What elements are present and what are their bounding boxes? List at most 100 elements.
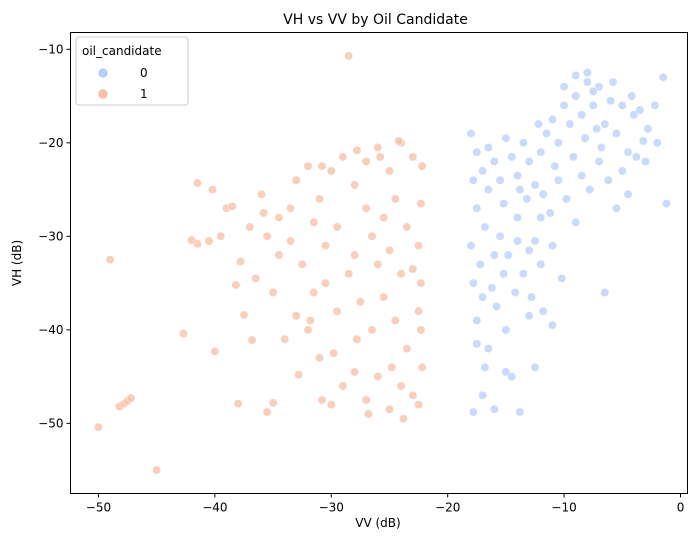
point-series-1-78	[416, 325, 426, 335]
point-series-1-98	[227, 201, 237, 211]
point-series-0-43	[489, 404, 499, 414]
point-series-1-20	[208, 185, 217, 195]
x-tick-label: −50	[86, 501, 111, 515]
point-series-1-63	[379, 213, 389, 223]
point-series-1-24	[286, 236, 295, 246]
point-series-1-85	[317, 395, 327, 405]
point-series-0-49	[468, 278, 478, 288]
point-series-1-25	[291, 175, 301, 185]
point-series-0-84	[596, 143, 606, 152]
point-series-0-31	[658, 72, 668, 82]
legend-title: oil_candidate	[82, 44, 162, 58]
point-series-1-1	[152, 465, 162, 475]
point-series-1-82	[251, 273, 261, 283]
point-series-1-72	[373, 259, 383, 269]
point-series-0-21	[588, 100, 598, 110]
point-series-0-90	[468, 175, 478, 185]
point-series-0-28	[629, 110, 639, 120]
point-series-0-99	[513, 236, 522, 246]
point-series-0-46	[530, 362, 540, 372]
point-series-0-81	[568, 152, 578, 162]
point-series-0-36	[600, 288, 610, 297]
point-series-0-95	[627, 91, 637, 101]
point-series-1-36	[417, 161, 427, 171]
point-series-1-80	[274, 250, 284, 260]
point-series-1-13	[262, 407, 272, 417]
point-series-1-76	[416, 199, 426, 209]
point-series-1-79	[286, 203, 295, 213]
point-series-0-47	[483, 344, 493, 354]
point-series-0-27	[623, 147, 633, 157]
point-series-1-58	[303, 325, 313, 335]
point-series-1-23	[274, 213, 284, 223]
point-series-0-70	[631, 152, 641, 162]
point-series-0-64	[585, 185, 595, 195]
y-tick-label: −20	[38, 136, 63, 150]
point-series-0-68	[617, 166, 627, 176]
point-series-1-66	[414, 241, 424, 251]
point-series-0-4	[489, 157, 499, 166]
x-axis-label: VV (dB)	[355, 516, 400, 530]
legend-marker-0	[97, 67, 109, 79]
point-series-1-62	[367, 231, 377, 241]
point-series-0-54	[503, 250, 513, 260]
point-series-0-86	[538, 189, 548, 199]
legend-box	[75, 36, 189, 106]
y-axis-label: VH (dB)	[10, 240, 24, 286]
point-series-0-18	[571, 91, 581, 101]
point-series-0-96	[643, 124, 653, 134]
y-tick-label: −30	[38, 229, 63, 243]
point-series-1-14	[268, 398, 278, 408]
point-series-0-91	[534, 119, 543, 129]
point-series-0-76	[527, 292, 536, 302]
point-series-0-92	[559, 82, 569, 92]
point-series-0-101	[489, 250, 499, 260]
point-series-1-29	[338, 152, 348, 162]
point-series-1-30	[350, 180, 360, 190]
point-series-0-59	[545, 208, 555, 218]
point-series-1-38	[309, 288, 319, 297]
point-series-1-96	[317, 161, 327, 171]
point-series-0-34	[582, 68, 592, 78]
point-series-1-35	[408, 152, 418, 162]
point-series-1-68	[320, 241, 330, 251]
x-tick-label: −30	[319, 501, 344, 515]
point-series-1-73	[385, 245, 394, 255]
point-series-0-77	[538, 306, 548, 316]
point-series-0-103	[478, 292, 488, 302]
point-series-0-83	[592, 124, 602, 134]
point-series-1-65	[402, 222, 412, 232]
point-series-0-1	[472, 147, 482, 157]
point-series-1-49	[408, 390, 418, 400]
point-series-1-92	[305, 316, 315, 325]
x-tick-label: 0	[677, 501, 685, 515]
point-series-0-78	[501, 325, 511, 335]
point-series-1-7	[178, 329, 188, 339]
point-series-1-10	[105, 255, 115, 265]
point-series-0-16	[559, 100, 569, 110]
point-series-0-53	[495, 231, 505, 241]
point-series-1-94	[352, 145, 362, 155]
point-series-1-27	[315, 194, 325, 204]
point-series-0-33	[635, 105, 645, 115]
point-series-1-46	[402, 344, 412, 354]
point-series-1-21	[192, 178, 202, 188]
point-series-0-19	[577, 110, 587, 120]
point-series-0-55	[513, 213, 522, 223]
point-series-0-3	[483, 143, 493, 152]
point-series-1-56	[326, 400, 336, 410]
point-series-1-84	[294, 370, 304, 380]
y-axis-ticks: −50 −40 −30 −20 −10	[38, 42, 71, 430]
point-series-1-31	[361, 157, 371, 166]
point-series-0-10	[524, 157, 534, 166]
point-series-0-38	[548, 320, 557, 330]
point-series-0-72	[487, 283, 497, 293]
point-series-1-61	[268, 288, 278, 297]
point-series-0-60	[553, 175, 563, 185]
point-series-0-67	[612, 203, 621, 213]
point-series-0-62	[571, 217, 581, 227]
y-tick-label: −10	[38, 42, 63, 56]
point-series-0-102	[499, 269, 509, 279]
point-series-1-95	[394, 136, 404, 146]
point-series-0-93	[588, 86, 598, 96]
